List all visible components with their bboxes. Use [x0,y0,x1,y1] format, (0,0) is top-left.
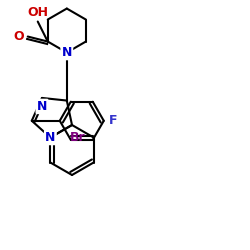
Text: N: N [37,100,47,113]
Text: OH: OH [27,6,48,18]
Text: N: N [45,131,56,144]
Text: N: N [62,46,72,59]
Text: F: F [109,114,117,127]
Text: Br: Br [70,131,86,144]
Text: O: O [13,30,24,43]
